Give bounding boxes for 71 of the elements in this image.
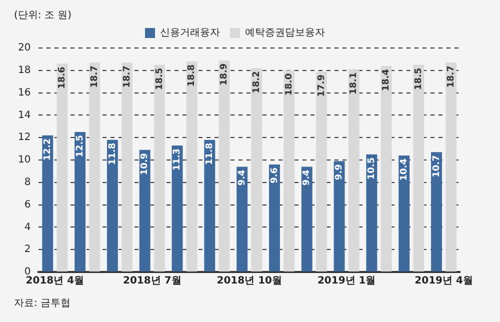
x-tick-label: 2019년 1월 <box>317 276 376 287</box>
y-tick-label: 2 <box>24 244 31 256</box>
bar <box>172 145 183 272</box>
bar <box>56 64 68 272</box>
data-label: 9.4 <box>237 170 248 186</box>
data-label: 10.5 <box>367 157 378 180</box>
bar <box>89 62 100 272</box>
bar <box>413 64 424 272</box>
data-label: 9.9 <box>334 164 345 180</box>
data-label: 18.8 <box>187 64 198 87</box>
bar <box>269 164 280 272</box>
bar <box>74 132 86 272</box>
data-label: 11.3 <box>172 148 183 171</box>
data-label: 9.4 <box>302 170 312 186</box>
bar <box>348 69 360 272</box>
bar <box>431 152 442 272</box>
data-label: 9.6 <box>270 167 280 184</box>
bar <box>366 154 378 272</box>
data-label: 18.6 <box>58 66 68 89</box>
data-label: 18.7 <box>446 66 456 88</box>
bar <box>154 64 165 272</box>
x-tick-label: 2018년 7월 <box>123 276 182 287</box>
data-label: 12.2 <box>42 138 53 161</box>
y-tick-label: 8 <box>24 176 31 188</box>
bar <box>284 70 295 272</box>
bar <box>186 61 198 272</box>
data-label: 18.0 <box>284 73 294 96</box>
bar <box>42 135 54 272</box>
data-label: 18.4 <box>382 68 392 92</box>
data-label: 11.8 <box>205 142 216 166</box>
data-label: 10.4 <box>399 158 410 181</box>
x-tick-label: 2018년 4월 <box>26 276 84 287</box>
bar <box>236 166 248 272</box>
bar <box>251 68 262 272</box>
x-tick-label: 2018년 10월 <box>216 276 282 287</box>
y-tick-label: 16 <box>18 87 31 98</box>
data-label: 10.9 <box>140 152 150 176</box>
y-tick-label: 4 <box>24 222 31 233</box>
bar <box>122 62 132 272</box>
legend-label: 신용거래융자 <box>160 28 220 39</box>
data-label: 12.5 <box>75 135 86 158</box>
bar <box>316 72 327 272</box>
y-tick-label: 20 <box>18 42 31 54</box>
y-tick-label: 6 <box>24 199 31 210</box>
y-tick-label: 10 <box>18 154 31 166</box>
bar <box>334 161 345 272</box>
bar <box>218 60 230 272</box>
data-label: 11.8 <box>108 142 118 166</box>
text: 자료: 금투협 <box>14 297 71 310</box>
y-tick-label: 12 <box>18 132 31 144</box>
legend-label: 예탁증권담보융자 <box>245 28 325 39</box>
data-label: 18.9 <box>220 63 230 86</box>
data-label: 18.7 <box>122 66 132 88</box>
bar <box>398 156 410 272</box>
y-tick-label: 18 <box>18 64 31 76</box>
bar <box>380 66 392 272</box>
data-label: 10.7 <box>432 155 442 178</box>
data-label: 18.7 <box>90 66 100 88</box>
data-label: 18.5 <box>154 68 165 90</box>
bar <box>204 140 216 272</box>
y-axis-title: (단위: 조 원) <box>14 9 72 22</box>
x-tick-label: 2019년 4월 <box>414 276 473 287</box>
bar <box>301 166 312 272</box>
bar <box>446 62 457 272</box>
bar <box>106 140 118 272</box>
data-label: 18.2 <box>252 71 262 94</box>
data-label: 17.9 <box>316 74 327 97</box>
y-tick-label: 14 <box>18 110 31 121</box>
data-label: 18.5 <box>414 68 424 90</box>
data-label: 18.1 <box>349 72 360 94</box>
bar <box>139 150 150 272</box>
